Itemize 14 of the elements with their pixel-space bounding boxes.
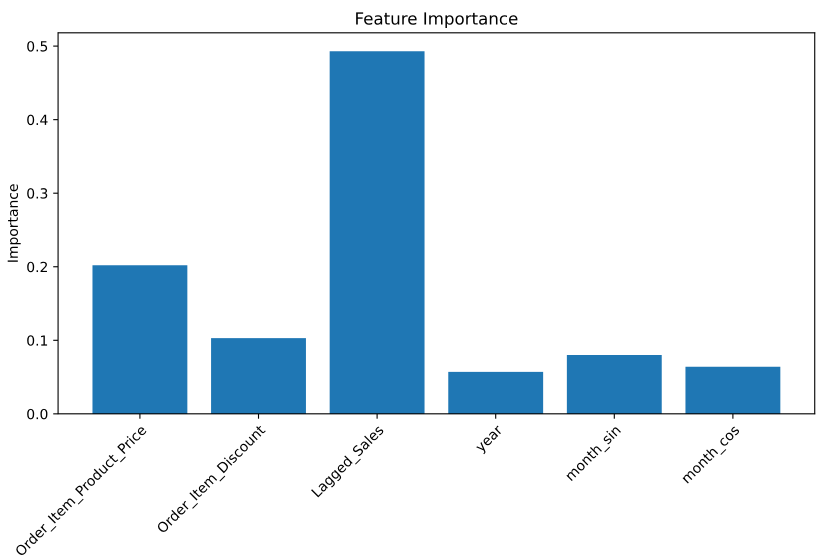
y-tick-label: 0.1 — [27, 335, 48, 346]
bar — [448, 372, 544, 414]
y-tick-label: 0.2 — [27, 262, 47, 272]
y-tick-label: 0.5 — [27, 41, 48, 52]
y-tick-label: 0.0 — [27, 408, 48, 420]
bar — [685, 366, 780, 414]
bar — [92, 265, 188, 414]
bar — [211, 338, 306, 414]
bar — [566, 355, 662, 414]
bar — [330, 51, 425, 414]
y-tick-label: 0.4 — [27, 114, 48, 126]
chart-title: Feature Importance — [356, 12, 518, 28]
y-axis-title: Importance — [8, 184, 21, 262]
y-tick-label: 0.3 — [27, 188, 48, 199]
